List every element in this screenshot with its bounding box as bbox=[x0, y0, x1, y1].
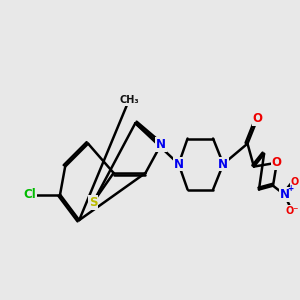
Text: O: O bbox=[272, 156, 282, 169]
Text: O: O bbox=[291, 177, 299, 187]
Text: O⁻: O⁻ bbox=[285, 206, 299, 216]
Text: O: O bbox=[253, 112, 263, 124]
Text: N: N bbox=[174, 158, 184, 170]
Text: N: N bbox=[280, 188, 290, 201]
Text: CH₃: CH₃ bbox=[119, 95, 139, 105]
Text: N: N bbox=[156, 138, 166, 152]
Text: Cl: Cl bbox=[23, 188, 36, 201]
Text: S: S bbox=[89, 196, 98, 209]
Text: N: N bbox=[218, 158, 228, 170]
Text: +: + bbox=[287, 184, 293, 193]
